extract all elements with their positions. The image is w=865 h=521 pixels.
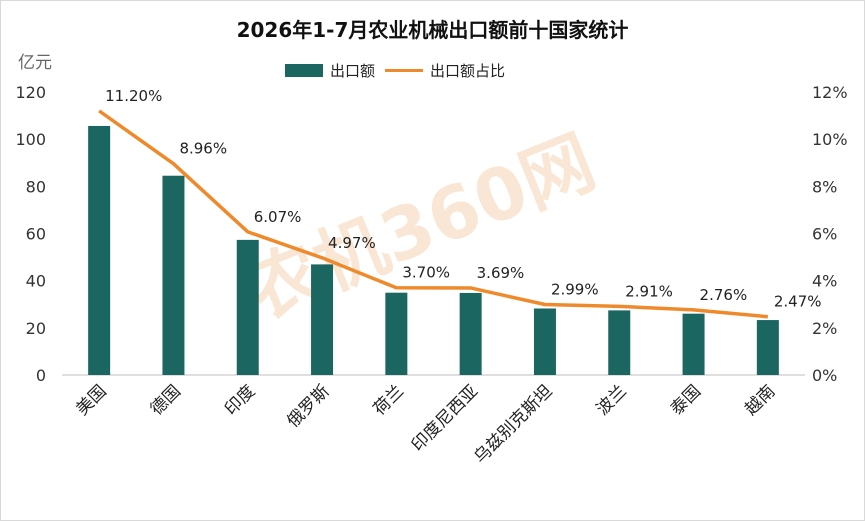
- y-right-tick-label: 6%: [812, 225, 837, 244]
- y-left-tick-label: 20: [26, 319, 46, 338]
- category-label: 俄罗斯: [283, 381, 333, 431]
- y-right-tick-label: 10%: [812, 130, 848, 149]
- data-label: 2.91%: [625, 282, 673, 300]
- y-left-tick-label: 100: [15, 130, 46, 149]
- y-left-tick-label: 40: [26, 272, 46, 291]
- legend-bar-label: 出口额: [330, 62, 376, 80]
- legend-line-swatch: [385, 69, 424, 72]
- chart-title: 2026年1-7月农业机械出口额前十国家统计: [236, 18, 629, 42]
- y-left-tick-label: 80: [26, 177, 46, 196]
- y-right-tick-label: 4%: [812, 272, 837, 291]
- y-left-tick-label: 120: [15, 83, 46, 102]
- bar: [756, 320, 779, 375]
- legend-line-label: 出口额占比: [430, 62, 506, 80]
- legend-item-line: 出口额占比: [385, 60, 505, 81]
- category-label: 乌兹别克斯坦: [470, 381, 556, 467]
- data-label: 2.76%: [700, 286, 748, 304]
- data-label: 2.99%: [551, 280, 599, 298]
- category-label: 泰国: [667, 381, 705, 419]
- y-right-tick-label: 2%: [812, 319, 837, 338]
- category-label: 波兰: [593, 381, 631, 419]
- category-label: 越南: [741, 381, 779, 419]
- bar: [88, 125, 111, 376]
- data-label: 2.47%: [774, 293, 822, 311]
- legend-bar-swatch: [285, 64, 323, 77]
- y-right-tick-label: 8%: [812, 177, 837, 196]
- bar: [385, 292, 408, 375]
- bar: [682, 313, 705, 375]
- legend-item-bar: 出口额: [285, 60, 375, 81]
- bar: [533, 308, 556, 375]
- y-left-tick-label: 60: [26, 225, 46, 244]
- bar: [162, 175, 185, 375]
- y-right-tick-label: 12%: [812, 83, 848, 102]
- category-label: 德国: [147, 381, 185, 419]
- category-label: 印度尼西亚: [408, 381, 482, 455]
- category-label: 印度: [221, 381, 259, 419]
- category-label: 美国: [73, 381, 111, 419]
- share-line: [98, 109, 769, 319]
- data-label: 3.69%: [477, 264, 525, 282]
- data-label: 8.96%: [179, 140, 227, 158]
- bar: [236, 239, 259, 375]
- bar: [608, 310, 631, 375]
- legend: 出口额 出口额占比: [285, 60, 505, 81]
- data-label: 11.20%: [105, 87, 162, 105]
- data-label: 4.97%: [328, 234, 376, 252]
- y-left-tick-label: 0: [36, 366, 46, 385]
- bar: [311, 264, 334, 375]
- watermark: 农机360网: [235, 119, 606, 334]
- data-label: 3.70%: [402, 264, 450, 282]
- y-right-tick-label: 0%: [812, 366, 837, 385]
- y-axis-unit-label: 亿元: [18, 53, 52, 73]
- bar: [459, 292, 482, 375]
- category-label: 荷兰: [370, 381, 408, 419]
- data-label: 6.07%: [254, 208, 302, 226]
